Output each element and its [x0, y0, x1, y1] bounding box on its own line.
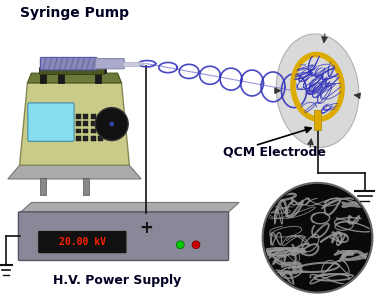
Bar [98, 121, 103, 126]
Text: +: + [139, 219, 153, 237]
Bar [123, 62, 139, 66]
Ellipse shape [276, 34, 359, 148]
FancyBboxPatch shape [18, 212, 229, 261]
Bar [39, 68, 106, 73]
Bar [314, 110, 321, 130]
Bar [83, 121, 88, 126]
Circle shape [109, 122, 114, 126]
Bar [76, 114, 81, 118]
Circle shape [176, 241, 184, 249]
Circle shape [192, 241, 200, 249]
Bar [40, 178, 46, 195]
Bar [40, 59, 46, 83]
Text: Syringe Pump: Syringe Pump [20, 6, 129, 21]
Bar [76, 129, 81, 133]
FancyBboxPatch shape [28, 103, 74, 141]
Bar [83, 114, 88, 118]
Bar [91, 114, 96, 118]
Bar [83, 136, 88, 141]
Polygon shape [27, 73, 122, 83]
Bar [83, 129, 88, 133]
Bar [76, 121, 81, 126]
Bar [91, 121, 96, 126]
Bar [58, 59, 64, 83]
Bar [98, 114, 103, 118]
Circle shape [263, 183, 372, 293]
FancyBboxPatch shape [95, 58, 124, 69]
Bar [98, 129, 103, 133]
Bar [91, 129, 96, 133]
Bar [98, 136, 103, 141]
Bar [39, 67, 104, 74]
Polygon shape [8, 165, 141, 179]
Text: 20.00 kV: 20.00 kV [59, 237, 106, 247]
Bar [95, 59, 101, 83]
Polygon shape [20, 202, 239, 213]
Text: QCM Electrode: QCM Electrode [223, 146, 326, 158]
FancyBboxPatch shape [40, 58, 97, 70]
Bar [83, 178, 89, 195]
Bar [91, 136, 96, 141]
Polygon shape [20, 83, 129, 165]
Text: H.V. Power Supply: H.V. Power Supply [53, 274, 182, 287]
FancyBboxPatch shape [38, 230, 127, 254]
Circle shape [95, 108, 128, 141]
Polygon shape [139, 62, 146, 66]
Bar [76, 136, 81, 141]
